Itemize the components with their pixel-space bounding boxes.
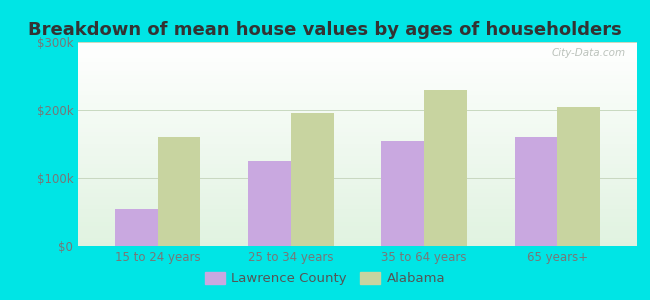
Bar [78,116,637,119]
Bar [78,124,637,128]
Bar [78,67,637,70]
Bar [78,221,637,226]
Bar [78,87,637,91]
Bar [78,242,637,246]
Bar [78,79,637,83]
Bar [78,42,637,46]
Bar [382,141,424,246]
Bar [291,113,333,246]
Bar [78,132,637,136]
Bar [78,128,637,132]
Bar [78,177,637,181]
Bar [78,197,637,201]
Bar [78,58,637,62]
Bar [78,144,637,148]
Bar [78,181,637,185]
Text: City-Data.com: City-Data.com [552,48,626,58]
Bar [78,148,637,152]
Bar [78,209,637,213]
Bar [78,193,637,197]
Bar [78,226,637,230]
Bar [78,46,637,50]
Bar [78,83,637,87]
Bar [78,111,637,116]
Bar [78,91,637,95]
Bar [78,218,637,221]
Bar [78,95,637,99]
Bar [248,161,291,246]
Bar [515,137,557,246]
Bar [78,185,637,189]
Bar [78,205,637,209]
Bar [78,234,637,238]
Bar [78,50,637,54]
Bar [78,189,637,193]
Bar [424,90,467,246]
Bar [78,152,637,156]
Bar [78,201,637,205]
Bar [115,208,158,246]
Bar [78,54,637,58]
Bar [78,164,637,169]
Bar [78,160,637,164]
Legend: Lawrence County, Alabama: Lawrence County, Alabama [200,266,450,290]
Bar [78,70,637,75]
Bar [78,140,637,144]
Bar [78,99,637,103]
Bar [78,119,637,124]
Bar [78,213,637,218]
Text: Breakdown of mean house values by ages of householders: Breakdown of mean house values by ages o… [28,21,622,39]
Bar [158,137,200,246]
Bar [78,238,637,242]
Bar [78,107,637,111]
Bar [78,103,637,107]
Bar [78,136,637,140]
Bar [78,169,637,172]
Bar [78,156,637,160]
Bar [78,230,637,234]
Bar [557,106,600,246]
Bar [78,62,637,67]
Bar [78,75,637,79]
Bar [78,172,637,177]
